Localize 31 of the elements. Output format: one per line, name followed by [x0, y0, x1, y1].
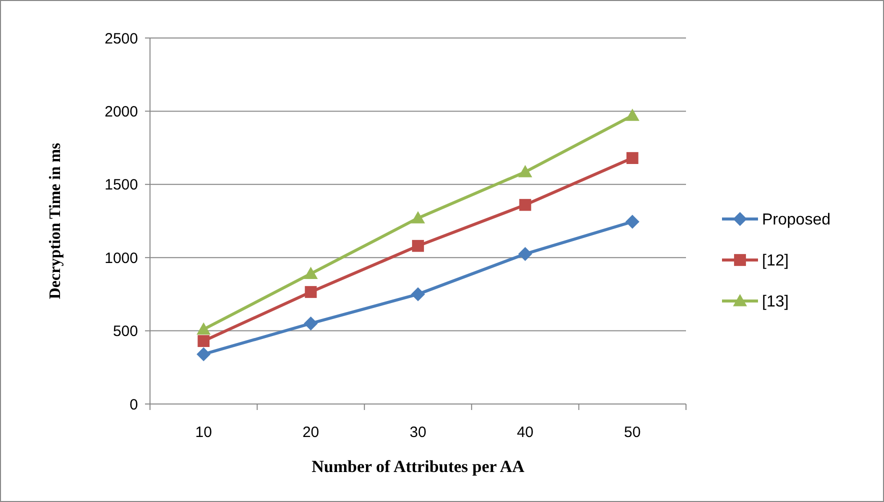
point	[411, 287, 425, 302]
x-tick-label: 10	[195, 424, 212, 441]
point	[625, 214, 640, 229]
legend-label: [13]	[762, 294, 789, 311]
legend-label: Proposed	[762, 212, 830, 229]
point	[198, 335, 210, 347]
point	[196, 322, 211, 335]
x-tick-label: 40	[516, 424, 534, 441]
y-tick-label: 500	[112, 323, 138, 340]
point	[625, 108, 640, 121]
x-axis-title: Number of Attributes per AA	[312, 457, 526, 476]
x-tick-label: 20	[302, 424, 320, 441]
point	[304, 266, 318, 279]
y-tick-label: 0	[130, 396, 138, 414]
y-tick-label: 1500	[104, 176, 138, 194]
y-axis-title: Decryption Time in ms	[47, 142, 64, 300]
x-tick-label: 30	[410, 424, 426, 441]
legend-label: [12]	[762, 252, 789, 270]
point	[626, 152, 638, 164]
point	[518, 246, 532, 261]
y-tick-label: 2500	[104, 30, 138, 48]
point	[196, 347, 211, 362]
y-tick-label: 1000	[104, 250, 138, 267]
y-tick-label: 2000	[104, 103, 138, 120]
point	[412, 240, 424, 252]
point	[411, 211, 425, 224]
x-tick-label: 50	[624, 424, 641, 441]
point	[519, 198, 532, 211]
point	[518, 164, 532, 178]
point	[304, 286, 317, 298]
point	[304, 316, 318, 330]
